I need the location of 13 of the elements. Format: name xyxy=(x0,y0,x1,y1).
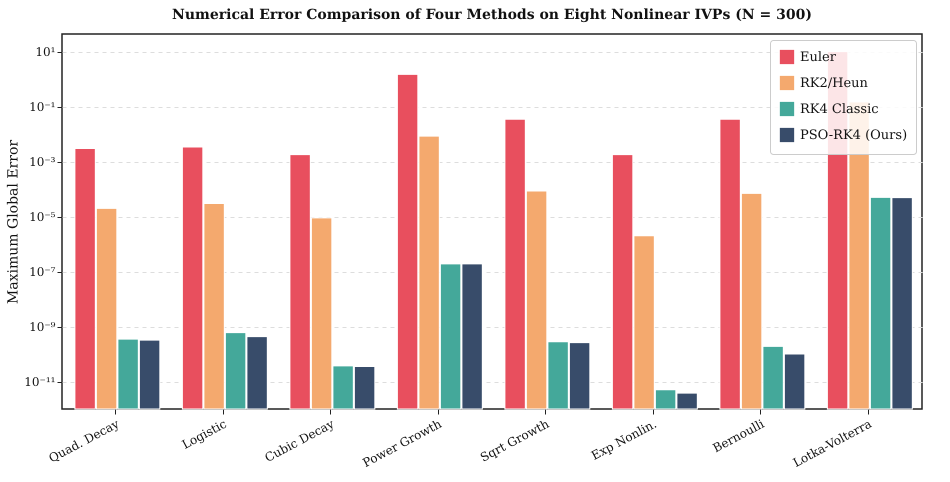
y-tick-label: 10⁻⁷ xyxy=(29,265,56,280)
legend-label: RK4 Classic xyxy=(800,102,879,117)
legend-label: PSO-RK4 (Ours) xyxy=(800,128,908,143)
y-tick-label: 10⁻³ xyxy=(29,155,56,170)
y-tick-label: 10¹ xyxy=(35,45,56,60)
y-tick-label: 10⁻¹¹ xyxy=(24,375,56,390)
chart-title: Numerical Error Comparison of Four Methods on Eight Nonlinear IVPs (N = 300) xyxy=(172,7,812,23)
y-tick-label: 10⁻¹ xyxy=(29,100,56,114)
y-tick-label: 10⁻⁹ xyxy=(29,320,56,334)
y-axis-title: Maximum Global Error xyxy=(5,140,22,304)
legend-label: Euler xyxy=(800,50,837,65)
y-tick-label: 10⁻⁵ xyxy=(29,210,56,224)
legend-label: RK2/Heun xyxy=(800,76,869,91)
